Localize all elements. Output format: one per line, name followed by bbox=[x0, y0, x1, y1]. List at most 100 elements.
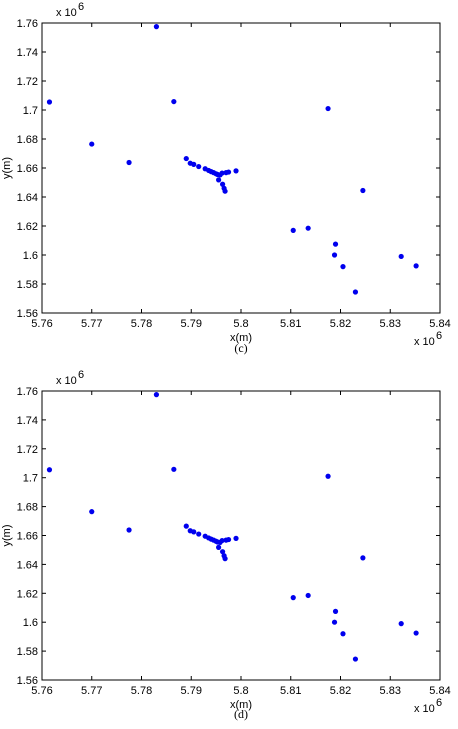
data-point bbox=[46, 467, 53, 473]
y-tick-label: 1.66 bbox=[17, 163, 38, 175]
y-axis-label: y(m) bbox=[1, 157, 13, 179]
plot-area bbox=[41, 22, 441, 314]
x-exponent-label: x 10 bbox=[414, 703, 435, 715]
data-point bbox=[332, 608, 339, 614]
x-exponent-power: 6 bbox=[436, 697, 442, 709]
data-point bbox=[219, 181, 226, 187]
data-point bbox=[325, 105, 331, 112]
data-point bbox=[225, 169, 232, 175]
data-point bbox=[219, 549, 226, 555]
data-point bbox=[325, 473, 331, 479]
y-tick-label: 1.68 bbox=[17, 134, 38, 146]
x-tick-label: 5.79 bbox=[181, 685, 202, 697]
data-point bbox=[413, 263, 419, 269]
y-tick-label: 1.72 bbox=[17, 444, 38, 456]
data-point bbox=[360, 187, 366, 194]
x-tick-label: 5.83 bbox=[380, 685, 401, 697]
data-point bbox=[398, 253, 404, 260]
x-axis-label: x(m) bbox=[230, 699, 252, 711]
y-tick-label: 1.56 bbox=[17, 675, 38, 687]
data-point bbox=[305, 592, 311, 599]
x-tick-label: 5.77 bbox=[81, 318, 102, 330]
x-tick-label: 5.8 bbox=[233, 318, 248, 330]
data-point bbox=[398, 621, 404, 627]
y-tick-label: 1.72 bbox=[17, 76, 38, 88]
y-tick-label: 1.7 bbox=[23, 473, 38, 485]
x-tick-label: 5.8 bbox=[233, 685, 248, 697]
data-point bbox=[352, 289, 359, 295]
y-tick-label: 1.58 bbox=[17, 646, 38, 658]
x-tick-label: 5.82 bbox=[330, 685, 351, 697]
y-tick-label: 1.76 bbox=[17, 18, 38, 30]
y-tick-label: 1.58 bbox=[17, 279, 38, 291]
x-tick-label: 5.83 bbox=[380, 318, 401, 330]
data-point bbox=[171, 98, 177, 105]
data-point bbox=[196, 531, 202, 537]
data-point bbox=[340, 631, 346, 637]
y-tick-label: 1.66 bbox=[17, 531, 38, 543]
y-tick-label: 1.74 bbox=[17, 47, 38, 59]
y-tick-label: 1.7 bbox=[23, 105, 38, 117]
data-point bbox=[126, 159, 132, 166]
data-point bbox=[46, 99, 53, 105]
data-point bbox=[216, 177, 222, 183]
data-point bbox=[340, 264, 346, 270]
data-point bbox=[290, 595, 296, 601]
y-tick-label: 1.6 bbox=[23, 617, 38, 629]
x-tick-label: 5.79 bbox=[181, 318, 202, 330]
scatter-panel: 5.76 5.77 5.78 5.79 5.8 5.81 5.82 5.83 5.84 1.56 1… bbox=[1, 369, 451, 721]
plot-area bbox=[41, 390, 441, 681]
x-tick-label: 5.76 bbox=[31, 318, 52, 330]
data-point bbox=[413, 630, 419, 636]
x-tick-label: 5.81 bbox=[280, 685, 301, 697]
y-tick-label: 1.74 bbox=[17, 415, 38, 427]
data-point bbox=[196, 163, 202, 170]
data-point bbox=[233, 535, 239, 541]
panel-caption: (d) bbox=[234, 707, 248, 721]
data-point bbox=[225, 536, 232, 543]
x-tick-label: 5.78 bbox=[131, 318, 152, 330]
y-tick-label: 1.64 bbox=[17, 192, 38, 204]
x-exponent-label: x 10 bbox=[414, 336, 435, 348]
data-point bbox=[290, 227, 296, 233]
y-exponent-label: x 10 bbox=[56, 7, 77, 19]
data-point bbox=[183, 155, 189, 162]
scatter-panel: 5.76 5.77 5.78 5.79 5.8 5.81 5.82 5.83 5.84 1.56 1… bbox=[1, 1, 451, 355]
x-tick-label: 5.76 bbox=[31, 685, 52, 697]
x-tick-label: 5.77 bbox=[81, 685, 102, 697]
y-tick-label: 1.6 bbox=[23, 250, 38, 262]
data-point bbox=[219, 170, 225, 176]
data-point bbox=[352, 656, 359, 662]
y-tick-label: 1.68 bbox=[17, 502, 38, 514]
y-tick-label: 1.62 bbox=[17, 588, 38, 600]
y-exponent-power: 6 bbox=[78, 369, 84, 381]
panel-caption: (c) bbox=[234, 341, 247, 355]
y-axis-label: y(m) bbox=[1, 525, 13, 547]
data-point bbox=[126, 527, 132, 533]
data-point bbox=[89, 141, 95, 147]
data-point bbox=[153, 392, 160, 398]
data-point bbox=[222, 556, 228, 562]
data-point bbox=[233, 168, 239, 174]
x-axis-label: x(m) bbox=[230, 332, 252, 344]
y-tick-label: 1.76 bbox=[17, 386, 38, 398]
data-point bbox=[332, 241, 339, 247]
x-tick-label: 5.84 bbox=[429, 685, 450, 697]
data-point bbox=[191, 161, 197, 167]
data-point bbox=[331, 252, 338, 258]
y-tick-label: 1.64 bbox=[17, 559, 38, 571]
x-tick-label: 5.82 bbox=[330, 318, 351, 330]
x-tick-label: 5.81 bbox=[280, 318, 301, 330]
data-point bbox=[191, 529, 197, 535]
data-point bbox=[183, 523, 189, 529]
data-point bbox=[153, 24, 160, 30]
y-exponent-label: x 10 bbox=[56, 375, 77, 387]
data-point bbox=[305, 225, 311, 231]
x-exponent-power: 6 bbox=[436, 330, 442, 342]
data-point bbox=[171, 466, 177, 472]
data-point bbox=[222, 188, 228, 194]
y-exponent-power: 6 bbox=[78, 1, 84, 13]
y-tick-label: 1.62 bbox=[17, 221, 38, 233]
data-point bbox=[216, 544, 222, 550]
